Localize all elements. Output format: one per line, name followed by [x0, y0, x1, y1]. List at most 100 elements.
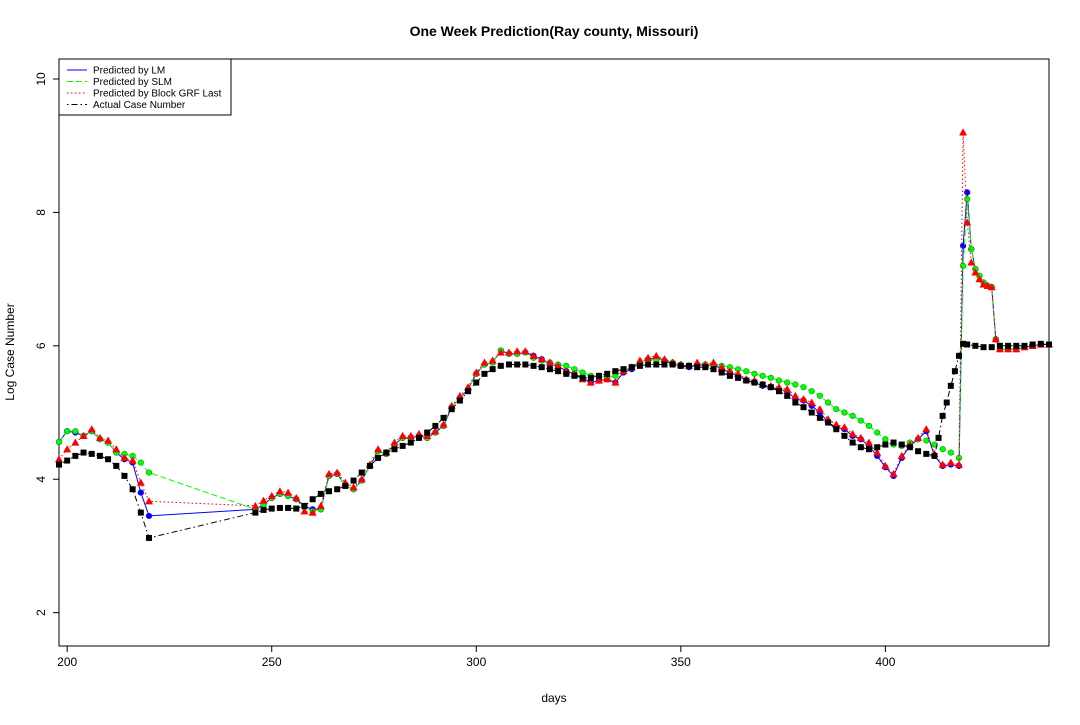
series-2-point-44 [513, 347, 522, 355]
series-line-0 [58, 192, 1049, 517]
series-2-point-15 [275, 487, 284, 495]
series-3-point-79 [800, 404, 807, 411]
series-2-point-19 [308, 508, 317, 516]
series-3-point-58 [628, 364, 635, 371]
series-2-point-10 [136, 478, 145, 486]
series-1-point-87 [865, 422, 873, 429]
series-2-point-106 [987, 283, 996, 291]
series-3-point-84 [841, 432, 848, 439]
series-1-point-88 [874, 429, 881, 436]
y-tick-label-4: 10 [34, 72, 48, 86]
y-axis-label: Log Case Number [3, 303, 17, 400]
series-2-point-17 [292, 493, 301, 502]
series-2 [54, 128, 1054, 516]
series-2-point-68 [709, 358, 718, 366]
series-3-point-5 [96, 452, 103, 459]
series-1-point-89 [882, 436, 889, 443]
series-3-point-49 [555, 368, 562, 375]
series-2-point-87 [864, 438, 874, 446]
series-2-point-20 [316, 501, 325, 510]
series-3-point-107 [996, 342, 1003, 349]
series-2-point-6 [104, 436, 113, 444]
series-2-point-56 [611, 378, 620, 386]
series-3-point-29 [391, 446, 398, 453]
series-3-point-97 [939, 412, 946, 419]
series-3-point-99 [947, 382, 954, 389]
series-3-point-0 [56, 461, 62, 468]
series-3-point-85 [849, 439, 856, 446]
series-3-point-63 [669, 361, 676, 368]
series-2-point-21 [324, 469, 334, 478]
series-2-point-98 [954, 460, 964, 468]
series-3-point-23 [342, 482, 349, 489]
series-1-point-77 [784, 379, 791, 386]
series-3-point-76 [776, 388, 782, 395]
series-3-point-25 [358, 469, 365, 476]
series-3-point-57 [620, 366, 627, 373]
series-0-point-10 [137, 489, 144, 496]
series-2-point-8 [120, 453, 129, 462]
series-2-point-61 [652, 351, 661, 359]
series-2-point-30 [398, 431, 407, 440]
series-3-point-10 [137, 509, 144, 516]
series-3-point-75 [767, 384, 774, 391]
series-2-point-91 [897, 451, 906, 460]
series-3-point-40 [481, 370, 488, 377]
series-1-point-83 [833, 406, 840, 413]
legend-box [58, 58, 232, 116]
series-3-point-86 [857, 444, 864, 451]
series-3-point-18 [301, 502, 308, 509]
series-2-point-31 [406, 431, 415, 440]
series-2-point-55 [603, 375, 612, 383]
series-1-point-82 [824, 399, 832, 406]
y-tick-label-3: 8 [34, 209, 48, 216]
series-3-point-65 [686, 362, 692, 369]
series-1-point-11 [145, 469, 153, 476]
series-2-point-9 [128, 456, 137, 464]
series-2-point-94 [922, 425, 931, 433]
series-3-point-42 [497, 362, 504, 369]
series-3-point-14 [268, 505, 275, 512]
series-2-point-89 [881, 461, 890, 470]
legend-entry-0: Predicted by LM [93, 66, 165, 77]
series-3-point-53 [587, 374, 594, 381]
series-3-point-89 [882, 441, 889, 448]
series-3-point-106 [988, 344, 995, 351]
series-3-point-62 [661, 361, 668, 368]
series-2-point-34 [431, 427, 440, 435]
series-2-point-39 [472, 368, 481, 376]
series-3-point-15 [276, 504, 283, 511]
series-3-point-43 [506, 361, 512, 368]
series-3-point-19 [309, 496, 316, 503]
series-3-point-38 [465, 388, 472, 395]
x-tick-label-3: 350 [671, 655, 691, 669]
series-1-point-86 [857, 417, 864, 424]
series-3-point-90 [890, 439, 897, 446]
series-3-point-66 [694, 364, 701, 371]
series-1-point-52 [579, 369, 586, 376]
series-1-point-78 [792, 381, 799, 388]
series-3-point-47 [538, 364, 545, 371]
series-2-point-93 [914, 433, 923, 442]
series-1-point-94 [923, 437, 930, 444]
series-0-point-11 [145, 512, 153, 520]
series-2-point-81 [815, 405, 824, 413]
series-2-point-102 [971, 268, 980, 276]
series-3-point-91 [898, 441, 905, 448]
series-3-point-78 [792, 399, 799, 406]
series-2-point-46 [529, 351, 538, 359]
series-3-point-93 [915, 448, 922, 455]
series-2-point-4 [87, 425, 96, 433]
series-2-point-25 [357, 475, 366, 483]
series-3-point-71 [735, 374, 742, 381]
series-3-point-24 [350, 477, 357, 484]
series-3-point-67 [702, 364, 709, 371]
series-3-point-98 [943, 399, 950, 406]
series-2-point-60 [644, 353, 653, 361]
series-3-point-60 [645, 361, 652, 368]
series-3-point-108 [1005, 342, 1012, 349]
series-3-point-88 [874, 444, 881, 451]
series-0-point-99 [959, 242, 967, 249]
series-2-point-107 [991, 335, 1000, 343]
series-3-point-72 [743, 377, 750, 384]
